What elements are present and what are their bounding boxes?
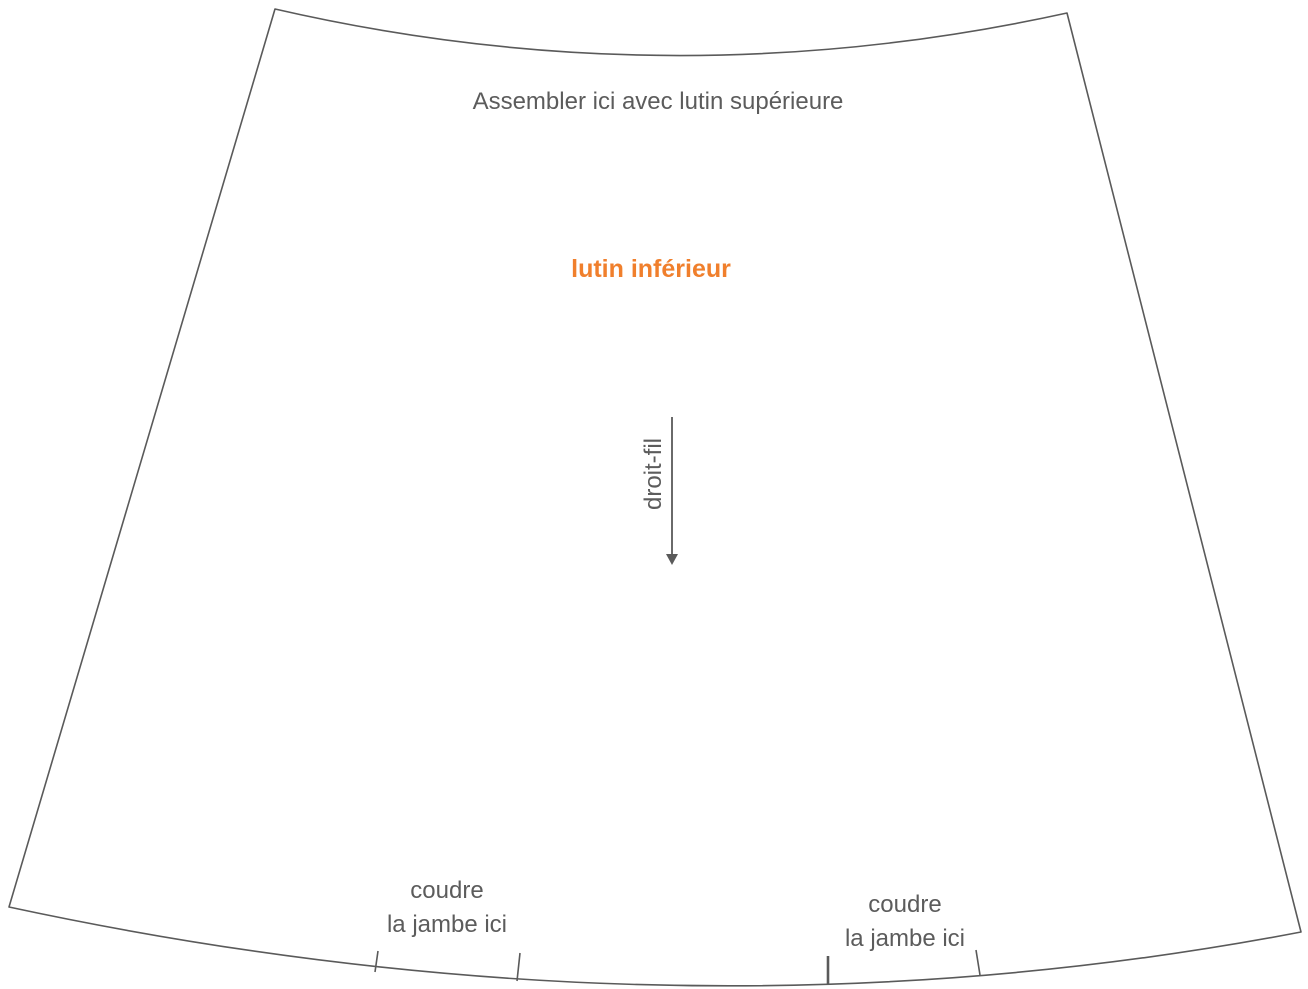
sew-leg-label-left: coudre la jambe ici: [347, 874, 547, 942]
notch-left-1: [374, 950, 379, 973]
notch-right: [975, 949, 981, 976]
sew-leg-label-right: coudre la jambe ici: [805, 888, 1005, 956]
sew-leg-label-line1: coudre: [410, 877, 484, 904]
sew-leg-label-line2: la jambe ici: [386, 911, 508, 938]
sew-leg-label-line1: coudre: [868, 891, 942, 918]
sew-leg-label-line2: la jambe ici: [844, 925, 966, 952]
pattern-piece-title: lutin inférieur: [571, 255, 731, 283]
assemble-here-label: Assembler ici avec lutin supérieure: [472, 88, 844, 115]
grainline-arrow-head: [666, 554, 678, 565]
notch-left-2: [516, 952, 521, 982]
pattern-piece-outline: [8, 8, 1302, 987]
grainline-label: droit-fil: [640, 438, 667, 511]
